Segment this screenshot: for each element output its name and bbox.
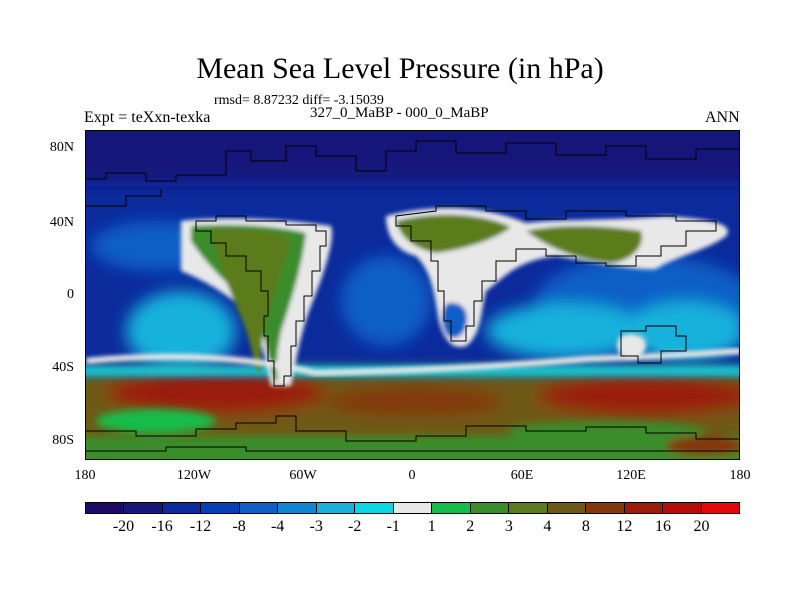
lon-label: 60E (510, 468, 534, 483)
colorbar-tick-label: -20 (112, 518, 135, 535)
field-eastern-continent (386, 207, 728, 347)
lat-label: 80N (49, 140, 74, 155)
stats-text: rmsd= 8.87232 diff= -3.15039 (214, 93, 384, 108)
colorbar-swatch (162, 503, 202, 513)
colorbar-swatch (278, 503, 317, 513)
colorbar-tick-label: -4 (270, 518, 285, 535)
colorbar-tick-label: 20 (693, 518, 710, 535)
colorbar-tick-label: -2 (348, 518, 362, 535)
field-north-polar (86, 131, 739, 181)
colorbar-swatch (201, 503, 240, 513)
colorbar-swatch (624, 503, 664, 513)
map-panel (85, 130, 740, 460)
colorbar-tick-label: -3 (309, 518, 323, 535)
colorbar-swatch (586, 503, 625, 513)
colorbar-tick-label: 4 (543, 518, 552, 535)
lon-label: 0 (408, 468, 416, 483)
lon-label: 120W (176, 468, 212, 483)
colorbar-swatch (355, 503, 394, 513)
coastlines (86, 140, 739, 452)
colorbar-tick-label: 1 (427, 518, 436, 535)
lon-label: 120E (616, 468, 646, 483)
lat-label: 40N (49, 215, 74, 230)
colorbar-tick-label: -8 (232, 518, 246, 535)
map-title: Mean Sea Level Pressure (in hPa) (196, 52, 604, 85)
colorbar-swatch (663, 503, 702, 513)
lon-label: 60W (289, 468, 317, 483)
colorbar-swatch (124, 503, 163, 513)
experiment-label: Expt = teXxn-texka (84, 109, 211, 126)
lat-label: 0 (67, 287, 74, 302)
colorbar-swatch (239, 503, 279, 513)
colorbar-swatch (701, 503, 739, 513)
colorbar-swatch (86, 503, 125, 513)
colorbar-swatch (509, 503, 548, 513)
colorbar-tick-label: 3 (504, 518, 513, 535)
colorbar-tick-label: 8 (581, 518, 590, 535)
lon-label: 180 (74, 468, 96, 483)
colorbar-swatch (393, 503, 433, 513)
colorbar-swatch (470, 503, 510, 513)
colorbar-swatch (547, 503, 587, 513)
colorbar-swatch (432, 503, 471, 513)
pressure-field-map (86, 131, 739, 459)
comparison-label: 327_0_MaBP - 000_0_MaBP (310, 105, 489, 121)
field-boundary-seam (86, 348, 739, 377)
colorbar (85, 502, 740, 514)
colorbar-tick-label: 12 (616, 518, 633, 535)
lon-label: 180 (729, 468, 751, 483)
lat-label: 40S (52, 360, 74, 375)
lat-label: 80S (52, 433, 74, 448)
colorbar-tick-label: 2 (466, 518, 475, 535)
colorbar-tick-label: 16 (654, 518, 671, 535)
field-southern-island (617, 319, 696, 359)
season-label: ANN (705, 109, 740, 126)
colorbar-tick-label: -12 (189, 518, 212, 535)
colorbar-swatch (316, 503, 356, 513)
colorbar-tick-label: -1 (386, 518, 400, 535)
field-western-continent (181, 218, 332, 386)
colorbar-tick-label: -16 (151, 518, 173, 535)
